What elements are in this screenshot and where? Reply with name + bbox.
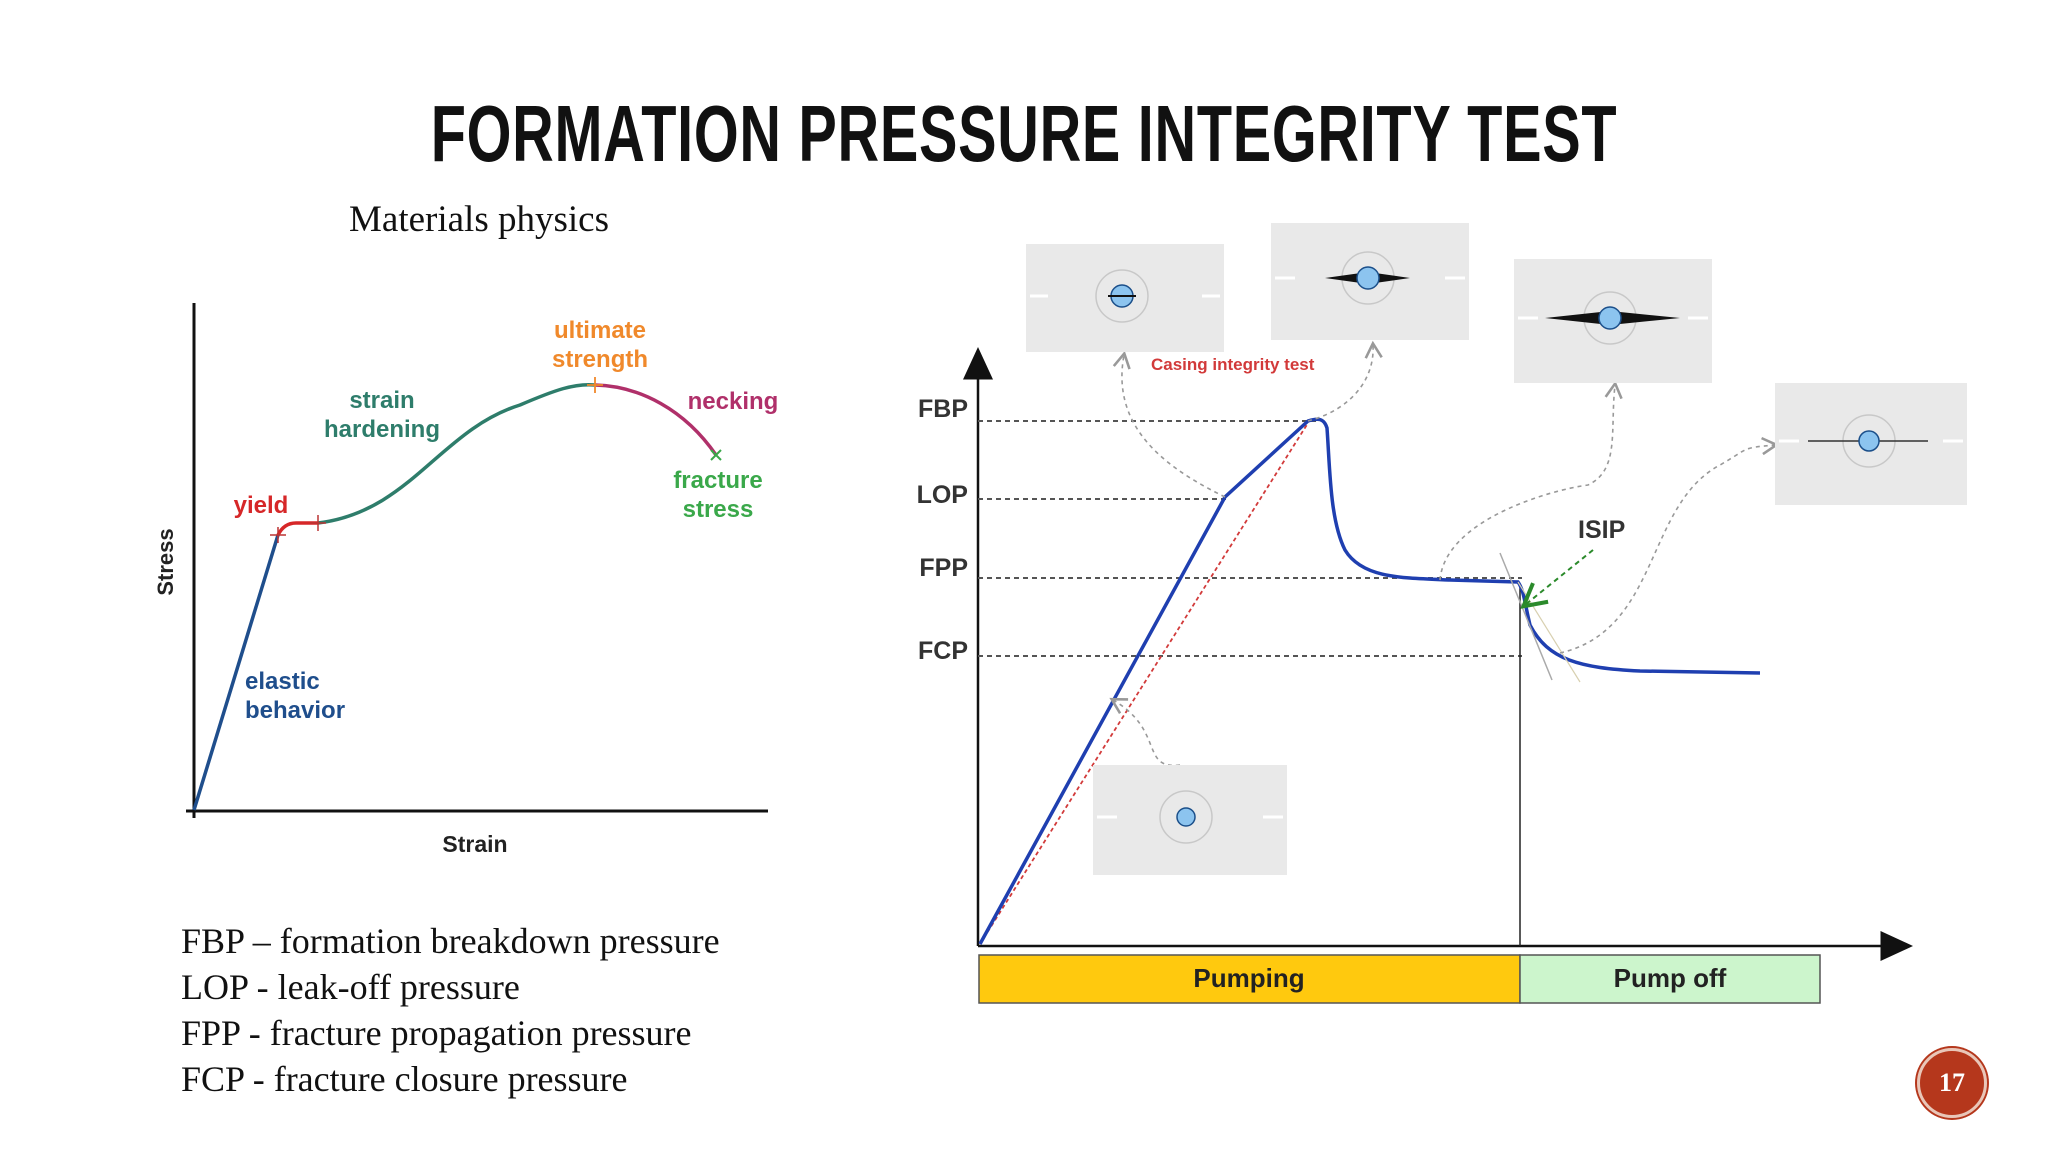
slide-title: FORMATION PRESSURE INTEGRITY TEST xyxy=(430,89,1618,178)
stress-axis-label: Stress xyxy=(153,528,178,595)
yield-tick xyxy=(270,527,286,543)
ultimate-tick xyxy=(587,377,603,393)
yield-segment xyxy=(276,521,318,536)
legend-fcp: FCP - fracture closure pressure xyxy=(181,1059,628,1099)
pump-off-label: Pump off xyxy=(1614,963,1727,993)
strain-axis-label: Strain xyxy=(442,831,507,857)
fracture-illustration-4 xyxy=(1775,383,1967,505)
page-number-badge: 17 xyxy=(1917,1048,1987,1118)
callout-arrow-1 xyxy=(1112,350,1226,498)
label-hardening: hardening xyxy=(324,416,440,443)
abbreviation-legend: FBP – formation breakdown pressure LOP -… xyxy=(181,918,720,1102)
label-elastic: elastic xyxy=(245,668,320,695)
label-stress: stress xyxy=(683,496,754,523)
elastic-segment xyxy=(192,534,280,811)
casing-integrity-label: Casing integrity test xyxy=(1151,355,1315,374)
isip-arrow xyxy=(1525,549,1594,605)
label-ultimate: ultimate xyxy=(554,317,646,344)
pumping-label: Pumping xyxy=(1193,963,1304,993)
label-behavior: behavior xyxy=(245,697,345,724)
legend-lop: LOP - leak-off pressure xyxy=(181,967,520,1007)
isip-tangent-2 xyxy=(1517,581,1581,683)
isip-tangent-1 xyxy=(1499,552,1553,681)
slide-subtitle: Materials physics xyxy=(349,199,609,240)
label-yield: yield xyxy=(234,492,289,519)
fracture-illustration-3 xyxy=(1514,259,1712,383)
legend-fpp: FPP - fracture propagation pressure xyxy=(181,1013,692,1053)
fracture-mark xyxy=(710,449,722,461)
callout-arrow-4 xyxy=(1559,436,1780,654)
label-necking: necking xyxy=(688,388,779,415)
legend-fbp: FBP – formation breakdown pressure xyxy=(181,921,720,961)
fpp-label: FPP xyxy=(919,554,968,582)
label-strain: strain xyxy=(349,387,414,414)
casing-test-extrapolation xyxy=(979,422,1309,945)
lop-label: LOP xyxy=(917,481,968,509)
fracture-illustration-5 xyxy=(1093,765,1287,875)
fbp-label: FBP xyxy=(918,395,968,423)
pressure-curve xyxy=(978,417,1761,945)
isip-label: ISIP xyxy=(1578,516,1625,544)
hardening-segment xyxy=(317,382,596,525)
pump-off-bar xyxy=(1519,954,1821,1004)
fcp-label: FCP xyxy=(918,637,968,665)
callout-arrow-3 xyxy=(1439,380,1623,581)
necking-segment xyxy=(594,383,718,456)
hardening-tick xyxy=(310,515,326,531)
callout-arrow-5 xyxy=(1109,697,1181,767)
callout-arrow-2 xyxy=(1307,340,1383,422)
fracture-illustration-1 xyxy=(1026,244,1224,352)
pumping-bar xyxy=(978,954,1521,1004)
fracture-illustration-2 xyxy=(1271,223,1469,340)
label-strength: strength xyxy=(552,346,648,373)
label-fracture: fracture xyxy=(673,467,762,494)
